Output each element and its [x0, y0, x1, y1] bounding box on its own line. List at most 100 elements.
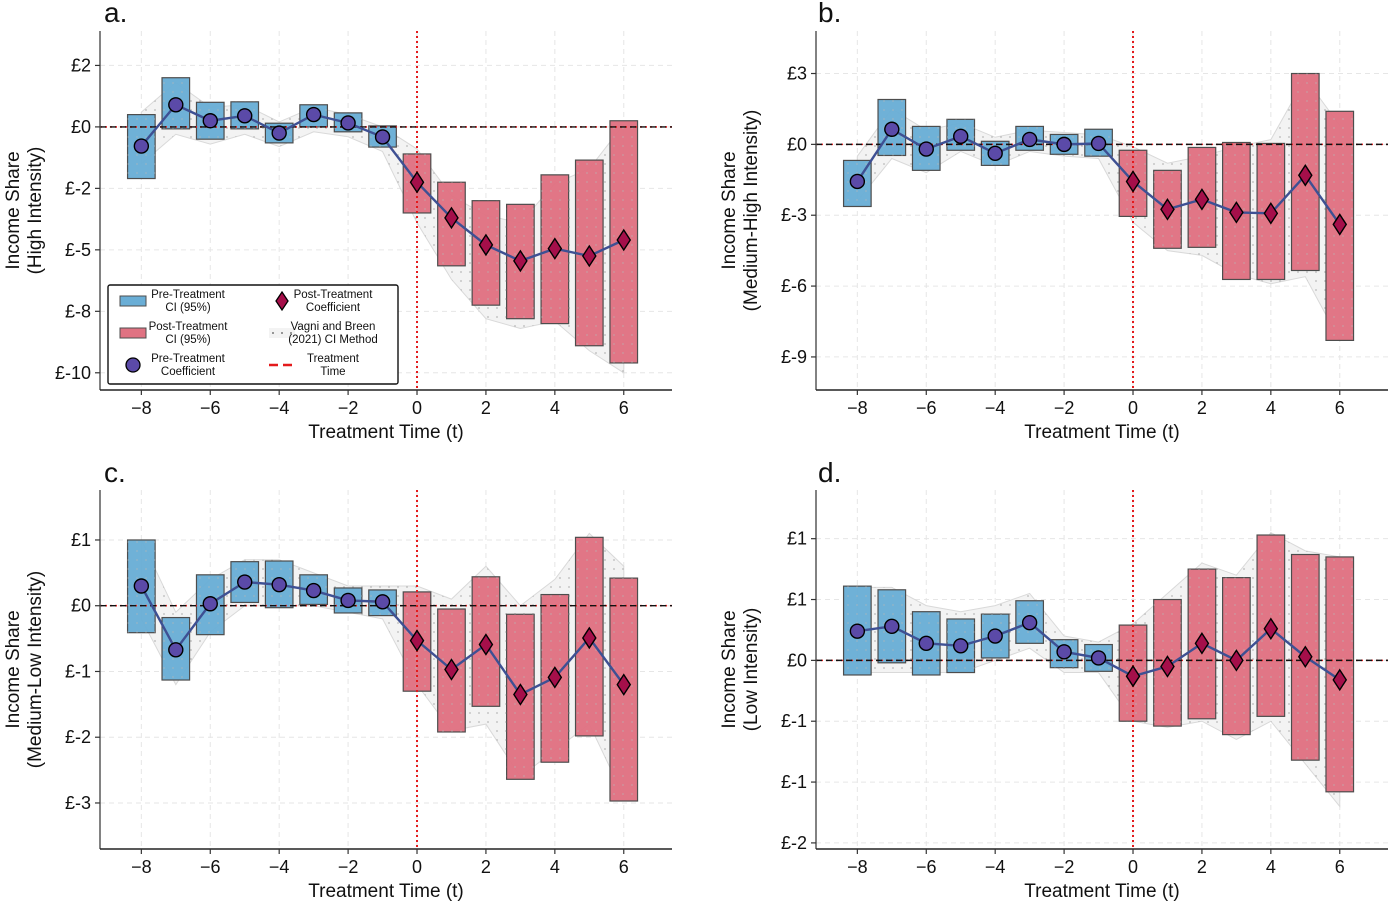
post-treatment-coefficient-point [409, 170, 425, 194]
panel-c: −8 −6 −4 −2 0 2 4 6 £1 £0 £-1 £-2 £-3 Treatment Time … [3, 457, 672, 902]
legend-label: Treatment Time [307, 353, 360, 378]
pre-treatment-coefficient-point [1056, 136, 1072, 153]
pre-treatment-coefficient-point [340, 115, 356, 131]
x-tick-label: −8 [131, 398, 152, 418]
pre-treatment-coefficient-point [1021, 131, 1038, 148]
y-axis-label: Income Share(Medium-High Intensity) [719, 110, 762, 312]
x-tick-label: 6 [1335, 398, 1345, 418]
x-tick-label: −2 [1054, 857, 1075, 877]
post-treatment-coefficient-point [547, 237, 563, 260]
legend-label-line1: Pre-Treatment [151, 289, 226, 301]
y-axis-label-line1: Income Share [719, 610, 740, 728]
x-axis-label: Treatment Time (t) [1024, 422, 1180, 443]
y-tick-label: £-10 [55, 363, 91, 383]
x-tick-label: 4 [1266, 398, 1276, 418]
post-treatment-coefficient-point [1125, 170, 1141, 193]
x-tick-label: 4 [550, 857, 560, 877]
pre-treatment-coefficient-point [374, 594, 391, 610]
x-tick-label: −2 [338, 398, 359, 418]
x-tick-label: −2 [338, 857, 359, 877]
post-treatment-coefficient-point [409, 629, 425, 652]
post-treatment-coefficient-point [616, 673, 632, 696]
post-treatment-coefficient-point [1332, 668, 1348, 692]
post-treatment-coefficient-point [478, 633, 494, 656]
y-tick-label: £0 [71, 596, 91, 616]
pre-treatment-coefficient-point [237, 108, 253, 124]
pre-treatment-coefficient-point [953, 638, 969, 654]
x-tick-label: 2 [1197, 398, 1207, 418]
x-tick-label: 0 [412, 398, 422, 418]
pre-treatment-coefficient-point [305, 106, 322, 123]
post-treatment-coefficient-point [513, 249, 528, 273]
legend-swatch-post-coef [275, 290, 289, 312]
post-treatment-coefficient-point [1263, 617, 1279, 641]
y-axis-label-line2: (Medium-High Intensity) [741, 110, 762, 312]
pre-treatment-coefficient-point [202, 113, 218, 129]
post-treatment-coefficient-point [1160, 198, 1175, 221]
post-treatment-coefficient-point [444, 206, 459, 230]
x-tick-label: 4 [550, 398, 560, 418]
y-tick-label: £-2 [781, 833, 807, 853]
y-tick-label: £2 [71, 55, 91, 75]
y-tick-label: £1 [787, 590, 807, 610]
pre-treatment-coefficient-point [202, 596, 218, 612]
pre-treatment-coefficient-point [918, 141, 934, 157]
y-tick-label: £0 [787, 650, 807, 670]
panel-d: −8 −6 −4 −2 0 2 4 6 £1 £1 £0 £-1 £-1 £-2 Treatment Tim… [719, 457, 1388, 902]
x-tick-label: −4 [269, 857, 290, 877]
post-treatment-coefficient-point [444, 658, 459, 681]
post-treatment-coefficient-point [1194, 632, 1210, 655]
y-tick-label: £-1 [65, 661, 91, 681]
y-tick-label: £3 [787, 64, 807, 84]
legend-label-line2: Time [320, 366, 345, 378]
legend-label: Pre-Treatment Coefficient [151, 353, 226, 378]
legend-swatch-pre-coef [125, 357, 141, 373]
y-tick-label: £1 [71, 530, 91, 550]
y-tick-label: £0 [787, 134, 807, 154]
panel-b: −8 −6 −4 −2 0 2 4 6 £3 £0 £-3 £-6 £-9 Treatment Time … [719, 0, 1388, 443]
y-axis-label-line1: Income Share [3, 610, 24, 728]
x-tick-label: −8 [847, 857, 868, 877]
x-tick-label: −4 [985, 857, 1006, 877]
x-tick-label: 0 [412, 857, 422, 877]
post-treatment-coefficient-point [547, 666, 563, 689]
legend-label-line1: Pre-Treatment [151, 353, 226, 365]
post-treatment-coefficient-point [1297, 645, 1313, 669]
pre-treatment-coefficient-point [168, 642, 184, 658]
legend-label: Post-Treatment Coefficient [294, 289, 374, 314]
y-axis-label-line1: Income Share [3, 151, 24, 269]
x-tick-label: 2 [1197, 857, 1207, 877]
legend-label-line1: Post-Treatment [149, 321, 229, 333]
legend-label-line2: CI (95%) [165, 334, 211, 346]
x-axis-label: Treatment Time (t) [308, 881, 464, 902]
post-treatment-coefficient-point [513, 683, 528, 706]
pre-treatment-coefficient-point [237, 574, 253, 590]
x-tick-label: −6 [916, 398, 937, 418]
y-axis-label: Income Share(Low Intensity) [719, 608, 762, 732]
x-tick-label: 6 [619, 857, 629, 877]
y-tick-label: £-1 [781, 711, 807, 731]
pre-treatment-coefficient-point [918, 635, 934, 652]
x-axis-label: Treatment Time (t) [1024, 881, 1180, 902]
pre-treatment-coefficient-point [133, 138, 150, 154]
y-tick-label: £-5 [65, 240, 91, 260]
y-axis-label-line2: (Medium-Low Intensity) [25, 571, 46, 768]
pre-treatment-coefficient-point [374, 129, 391, 145]
pre-treatment-coefficient-point [884, 121, 900, 137]
x-tick-label: 6 [1335, 857, 1345, 877]
panel-label: a. [104, 0, 127, 28]
x-tick-label: −6 [200, 857, 221, 877]
post-treatment-coefficient-point [1229, 201, 1244, 224]
y-tick-label: £-9 [781, 347, 807, 367]
y-axis-label: Income Share(High Intensity) [3, 147, 46, 275]
legend-swatch-vb-dot [281, 332, 283, 334]
x-tick-label: −4 [985, 398, 1006, 418]
pre-treatment-coefficient-point [1021, 614, 1038, 631]
y-tick-label: £-2 [65, 178, 91, 198]
pre-treatment-coefficient-point [1090, 135, 1107, 152]
y-tick-label: £-2 [65, 727, 91, 747]
panel-label: c. [104, 457, 126, 488]
legend-label: Post-Treatment CI (95%) [149, 321, 229, 346]
x-tick-label: 6 [619, 398, 629, 418]
